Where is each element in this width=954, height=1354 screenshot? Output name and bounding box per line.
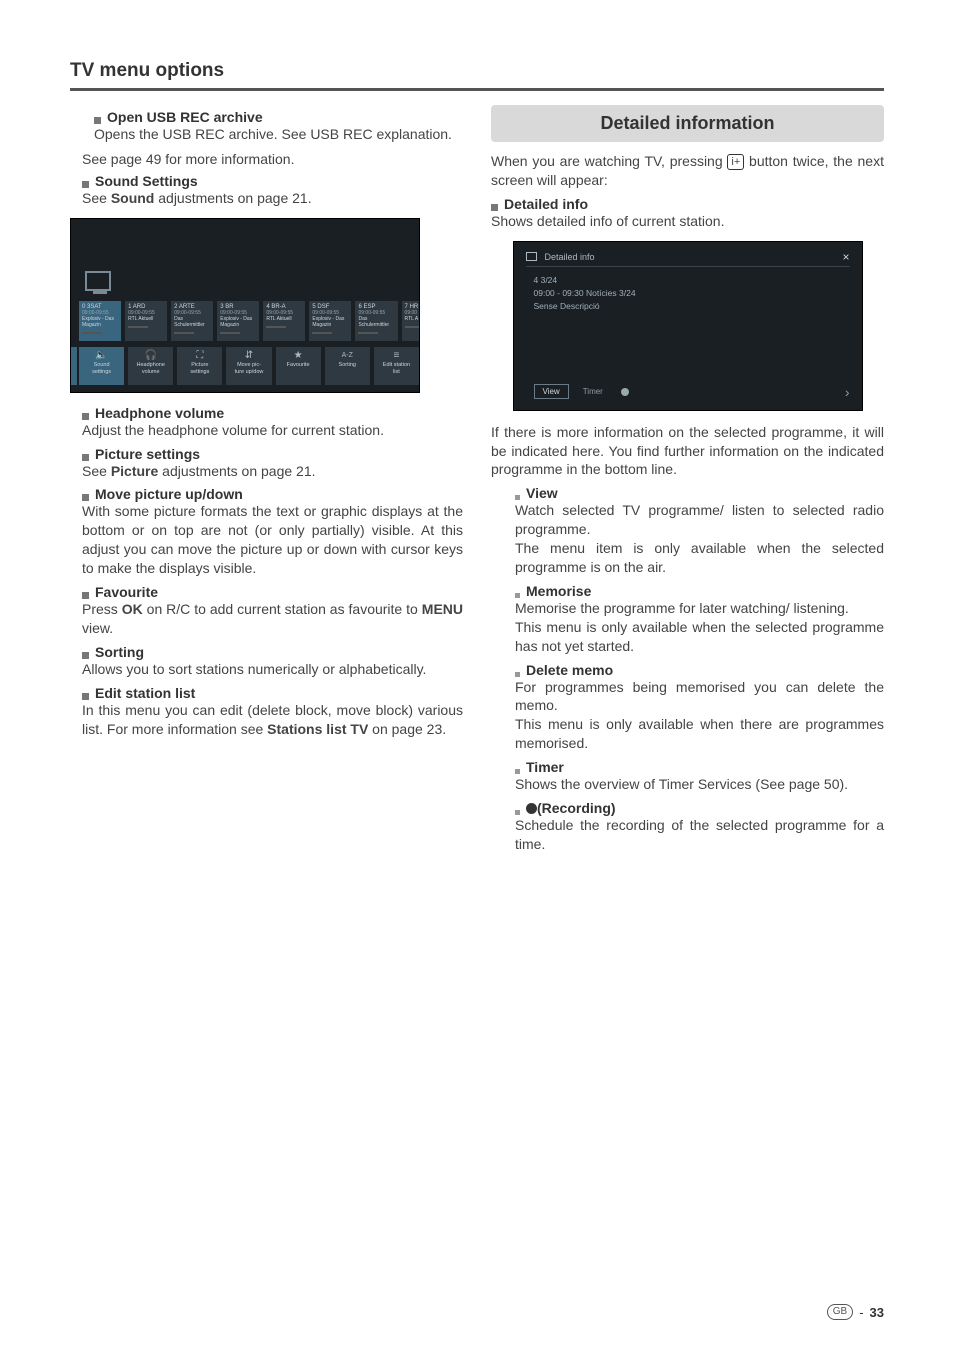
sound-settings-heading: Sound Settings <box>95 173 198 189</box>
tv-icon <box>85 271 111 291</box>
bullet-icon <box>82 413 89 420</box>
info-plus-icon: i+ <box>727 154 744 170</box>
timer-body: Shows the overview of Timer Services (Se… <box>515 775 884 794</box>
page-number: 33 <box>870 1305 884 1320</box>
window-icon <box>526 252 537 261</box>
bullet-icon <box>82 652 89 659</box>
delete-memo-heading: Delete memo <box>526 662 613 678</box>
headphone-heading: Headphone volume <box>95 405 224 421</box>
detailed-info-intro: When you are watching TV, pressing i+ bu… <box>491 152 884 190</box>
detailed-info-body: Shows detailed info of current station. <box>491 212 884 231</box>
bullet-icon <box>82 592 89 599</box>
bullet-icon <box>82 693 89 700</box>
close-icon: × <box>842 250 849 264</box>
bullet-icon <box>82 454 89 461</box>
station-tile: 1 ARD 09:00-09:55 RTL Aktuell <box>125 301 167 341</box>
view-button: View <box>534 384 569 399</box>
recording-body: Schedule the recording of the selected p… <box>515 816 884 854</box>
after-shot-text: If there is more information on the sele… <box>491 423 884 480</box>
delete-memo-body1: For programmes being memorised you can d… <box>515 678 884 716</box>
page-title: TV menu options <box>70 60 884 82</box>
page-footer: GB - 33 <box>827 1304 884 1320</box>
bullet-icon <box>515 593 520 598</box>
favourite-body: Press OK on R/C to add current station a… <box>82 600 463 638</box>
station-tile: 7 HR 09:00 RTL A <box>402 301 419 341</box>
view-body1: Watch selected TV programme/ listen to s… <box>515 501 884 539</box>
detailed-info-screenshot: Detailed info × 4 3/24 09:00 - 09:30 Not… <box>491 241 884 411</box>
sorting-body: Allows you to sort stations numerically … <box>82 660 463 679</box>
shot-desc: Sense Descripció <box>534 300 636 313</box>
shot-channel: 4 3/24 <box>534 274 636 287</box>
memorise-body1: Memorise the programme for later watchin… <box>515 599 884 618</box>
bullet-icon <box>515 769 520 774</box>
lang-badge: GB <box>827 1304 853 1320</box>
right-column: Detailed information When you are watchi… <box>491 105 884 860</box>
headphone-body: Adjust the headphone volume for current … <box>82 421 463 440</box>
title-rule <box>70 88 884 91</box>
station-tile: 2 ARTE 09:00-09:55 Das Schulermittler <box>171 301 213 341</box>
shot-time-prog: 09:00 - 09:30 Notícies 3/24 <box>534 287 636 300</box>
station-tile: 4 BR-A 09:00-09:55 RTL Aktuell <box>263 301 305 341</box>
favourite-heading: Favourite <box>95 584 158 600</box>
control-headphone: 🎧 Headphone volume <box>128 347 173 385</box>
station-tile: 3 BR 09:00-09:55 Explosiv - Das Magazin <box>217 301 259 341</box>
chevron-right-icon: › <box>845 384 850 400</box>
edit-station-body: In this menu you can edit (delete block,… <box>82 701 463 739</box>
station-tile: 6 ESP 09:00-09:55 Das Schulermittler <box>355 301 397 341</box>
bullet-icon <box>515 495 520 500</box>
delete-memo-body2: This menu is only available when there a… <box>515 715 884 753</box>
bullet-icon <box>491 204 498 211</box>
picture-settings-heading: Picture settings <box>95 446 200 462</box>
bullet-icon <box>515 810 520 815</box>
detailed-info-heading: Detailed info <box>504 196 588 212</box>
sound-settings-body: See Sound adjustments on page 21. <box>82 189 463 208</box>
station-tile: 0 3SAT 09:00-09:55 Explosiv - Das Magazi… <box>79 301 121 341</box>
station-tile: 5 DSF 09:00-09:55 Explosiv - Das Magazin <box>309 301 351 341</box>
control-edit: ≡ Edit station list <box>374 347 419 385</box>
bullet-icon <box>515 672 520 677</box>
control-sound: 🔈 Sound settings <box>79 347 124 385</box>
open-usb-heading: Open USB REC archive <box>107 109 263 125</box>
record-symbol-icon <box>526 803 537 814</box>
move-picture-body: With some picture formats the text or gr… <box>82 502 463 578</box>
view-heading: View <box>526 485 558 501</box>
control-move: ⇵ Move pic- ture up/dow <box>226 347 271 385</box>
left-column: Open USB REC archive Opens the USB REC a… <box>70 105 463 860</box>
timer-button: Timer <box>575 385 611 398</box>
station-list-screenshot: 0 3SAT 09:00-09:55 Explosiv - Das Magazi… <box>70 218 463 393</box>
control-sorting: A-Z Sorting <box>325 347 370 385</box>
move-picture-heading: Move picture up/down <box>95 486 243 502</box>
edit-station-heading: Edit station list <box>95 685 195 701</box>
bullet-icon <box>94 117 101 124</box>
control-favourite: ★ Favourite <box>276 347 321 385</box>
open-usb-note: See page 49 for more information. <box>70 150 463 169</box>
timer-heading: Timer <box>526 759 564 775</box>
control-picture: ⛶ Picture settings <box>177 347 222 385</box>
picture-settings-body: See Picture adjustments on page 21. <box>82 462 463 481</box>
bullet-icon <box>82 494 89 501</box>
detailed-info-section-title: Detailed information <box>491 105 884 142</box>
memorise-heading: Memorise <box>526 583 591 599</box>
recording-heading: (Recording) <box>526 800 616 816</box>
record-icon <box>621 388 629 396</box>
memorise-body2: This menu is only available when the sel… <box>515 618 884 656</box>
sorting-heading: Sorting <box>95 644 144 660</box>
open-usb-body: Opens the USB REC archive. See USB REC e… <box>94 125 463 144</box>
view-body2: The menu item is only available when the… <box>515 539 884 577</box>
screenshot-title: Detailed info <box>545 252 595 262</box>
bullet-icon <box>82 181 89 188</box>
